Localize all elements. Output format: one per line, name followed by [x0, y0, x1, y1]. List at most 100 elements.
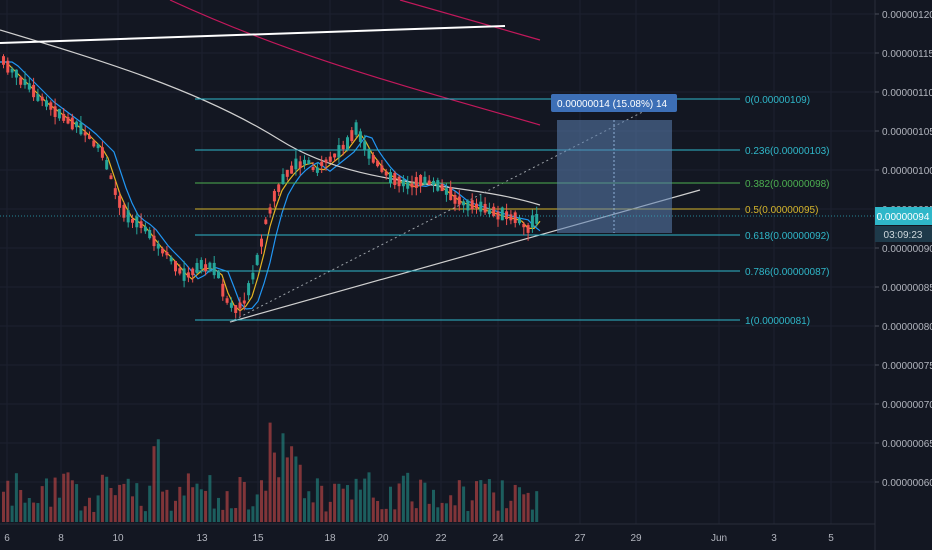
- candle-body: [462, 201, 466, 206]
- volume-bar: [174, 500, 177, 522]
- volume-bar: [49, 506, 53, 522]
- volume-bar: [324, 511, 328, 522]
- ma-200-line: [169, 0, 541, 126]
- volume-bar: [62, 473, 66, 522]
- candle-body: [83, 132, 87, 136]
- candle-body: [255, 254, 259, 265]
- candle-body: [204, 264, 208, 272]
- volume-bar: [453, 505, 457, 522]
- ma-long-line: [0, 29, 541, 206]
- volume-bar: [350, 499, 354, 522]
- price-tick-label: 0.00000075: [882, 361, 932, 372]
- candle-body: [354, 122, 358, 135]
- candle-body: [122, 205, 126, 218]
- candlesticks: [2, 54, 539, 318]
- countdown-badge: [875, 226, 932, 242]
- projection-box: 0.00000014 (15.08%) 14: [551, 94, 677, 233]
- candle-body: [505, 211, 509, 220]
- volume-bar: [195, 483, 199, 522]
- candle-body: [75, 121, 79, 128]
- volume-bar: [376, 500, 380, 522]
- volume-bar: [281, 433, 285, 522]
- candle-body: [221, 283, 225, 297]
- volume-bar: [389, 486, 392, 522]
- volume-bar: [466, 511, 470, 522]
- volume-bar: [354, 478, 358, 522]
- volume-bar: [225, 491, 229, 522]
- volume-bar: [479, 480, 483, 522]
- candle-body: [401, 179, 405, 187]
- candle-body: [303, 159, 306, 165]
- candle-body: [143, 226, 147, 232]
- candle-body: [251, 272, 255, 280]
- volume-bar: [23, 502, 27, 522]
- volume-bar: [500, 480, 504, 522]
- candle-body: [307, 160, 311, 165]
- volume-bar: [92, 511, 96, 522]
- volume-bar: [346, 485, 349, 522]
- volume-bar: [496, 510, 500, 522]
- price-tick-label: 0.00000080: [882, 322, 932, 333]
- candle-body: [40, 96, 44, 101]
- candle-body: [32, 84, 36, 98]
- candle-body: [444, 188, 448, 195]
- candle-body: [479, 201, 483, 212]
- volume-bar: [397, 483, 401, 522]
- volume-bar: [384, 508, 388, 522]
- candle-body: [105, 159, 109, 170]
- candle-body: [2, 56, 5, 65]
- volume-bar: [118, 484, 122, 522]
- volume-bar: [526, 492, 530, 522]
- volume-bar: [513, 484, 517, 522]
- price-tick-label: 0.00000105: [882, 127, 932, 138]
- candle-body: [333, 153, 337, 158]
- volume-bar: [483, 483, 487, 522]
- candle-body: [88, 135, 91, 139]
- volume-bar: [40, 486, 44, 522]
- time-tick-label: 8: [58, 533, 64, 544]
- volume-bar: [307, 491, 311, 522]
- volume-bar: [109, 487, 113, 522]
- candle-body: [191, 268, 195, 276]
- volume-bar: [290, 446, 294, 522]
- volume-bar: [328, 501, 332, 522]
- candle-body: [341, 144, 345, 150]
- candle-body: [152, 235, 156, 247]
- candle-body: [315, 167, 319, 173]
- volume-bar: [191, 487, 195, 522]
- price-tick-label: 0.00000110: [882, 88, 932, 99]
- time-tick-label: 20: [377, 533, 389, 544]
- candle-body: [509, 214, 513, 221]
- candle-body: [36, 93, 40, 101]
- volume-bar: [393, 509, 397, 522]
- candle-body: [427, 180, 431, 185]
- volume-bar: [419, 479, 423, 522]
- volume-bar: [199, 489, 203, 522]
- volume-bar: [285, 457, 289, 522]
- candle-body: [10, 68, 14, 73]
- candle-body: [109, 175, 113, 180]
- time-tick-label: 24: [492, 533, 504, 544]
- candle-body: [161, 248, 165, 254]
- volume-bar: [169, 510, 173, 522]
- fib-level-label: 0.5(0.00000095): [745, 205, 818, 216]
- time-tick-label: 6: [4, 533, 10, 544]
- volume-bar: [337, 483, 341, 522]
- candle-body: [247, 283, 251, 296]
- candle-body: [148, 230, 152, 239]
- candle-body: [260, 238, 263, 247]
- time-axis[interactable]: 6 8 10 13 15 18 20 22 24 27 29 Jun 3 5: [0, 523, 875, 544]
- volume-bar: [186, 473, 190, 522]
- candle-body: [376, 160, 380, 167]
- fib-level-label: 0.236(0.00000103): [745, 146, 830, 157]
- volume-bar: [242, 481, 246, 522]
- volume-bar: [229, 508, 233, 522]
- volume-bar: [113, 495, 117, 522]
- volume-bar: [83, 506, 87, 522]
- volume-bar: [234, 508, 238, 522]
- volume-bar: [341, 488, 345, 522]
- volume-bar: [10, 505, 14, 522]
- volume-bar: [32, 502, 36, 522]
- candle-body: [6, 60, 10, 73]
